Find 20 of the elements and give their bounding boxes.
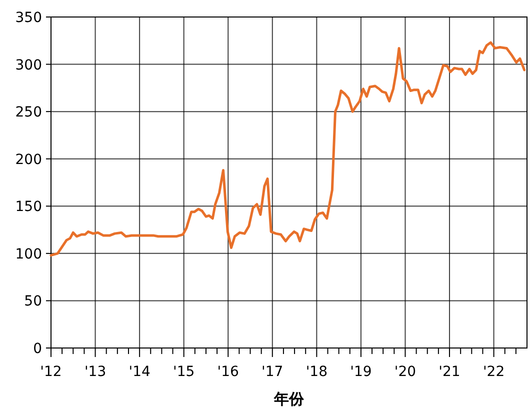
y-tick-label: 250: [15, 104, 42, 121]
y-tick-label: 300: [15, 57, 42, 74]
x-tick-label: '18: [306, 364, 328, 380]
y-tick-label: 50: [24, 294, 42, 310]
x-tick-label: '21: [438, 364, 460, 380]
x-tick-label: '16: [217, 364, 240, 380]
x-tick-label: '12: [40, 364, 62, 380]
x-axis-title: 年份: [273, 390, 305, 408]
x-tick-label: '22: [482, 364, 505, 380]
x-tick-label: '20: [394, 364, 416, 380]
x-tick-label: '13: [84, 364, 106, 380]
x-tick-label: '17: [262, 364, 284, 380]
y-tick-label: 150: [15, 199, 42, 216]
y-tick-label: 200: [15, 152, 42, 168]
x-tick-label: '19: [350, 364, 372, 380]
y-tick-label: 0: [33, 341, 42, 357]
y-tick-label: 100: [15, 246, 42, 262]
x-tick-label: '15: [173, 364, 195, 380]
y-tick-label: 350: [15, 10, 42, 26]
x-tick-label: '14: [128, 364, 150, 380]
